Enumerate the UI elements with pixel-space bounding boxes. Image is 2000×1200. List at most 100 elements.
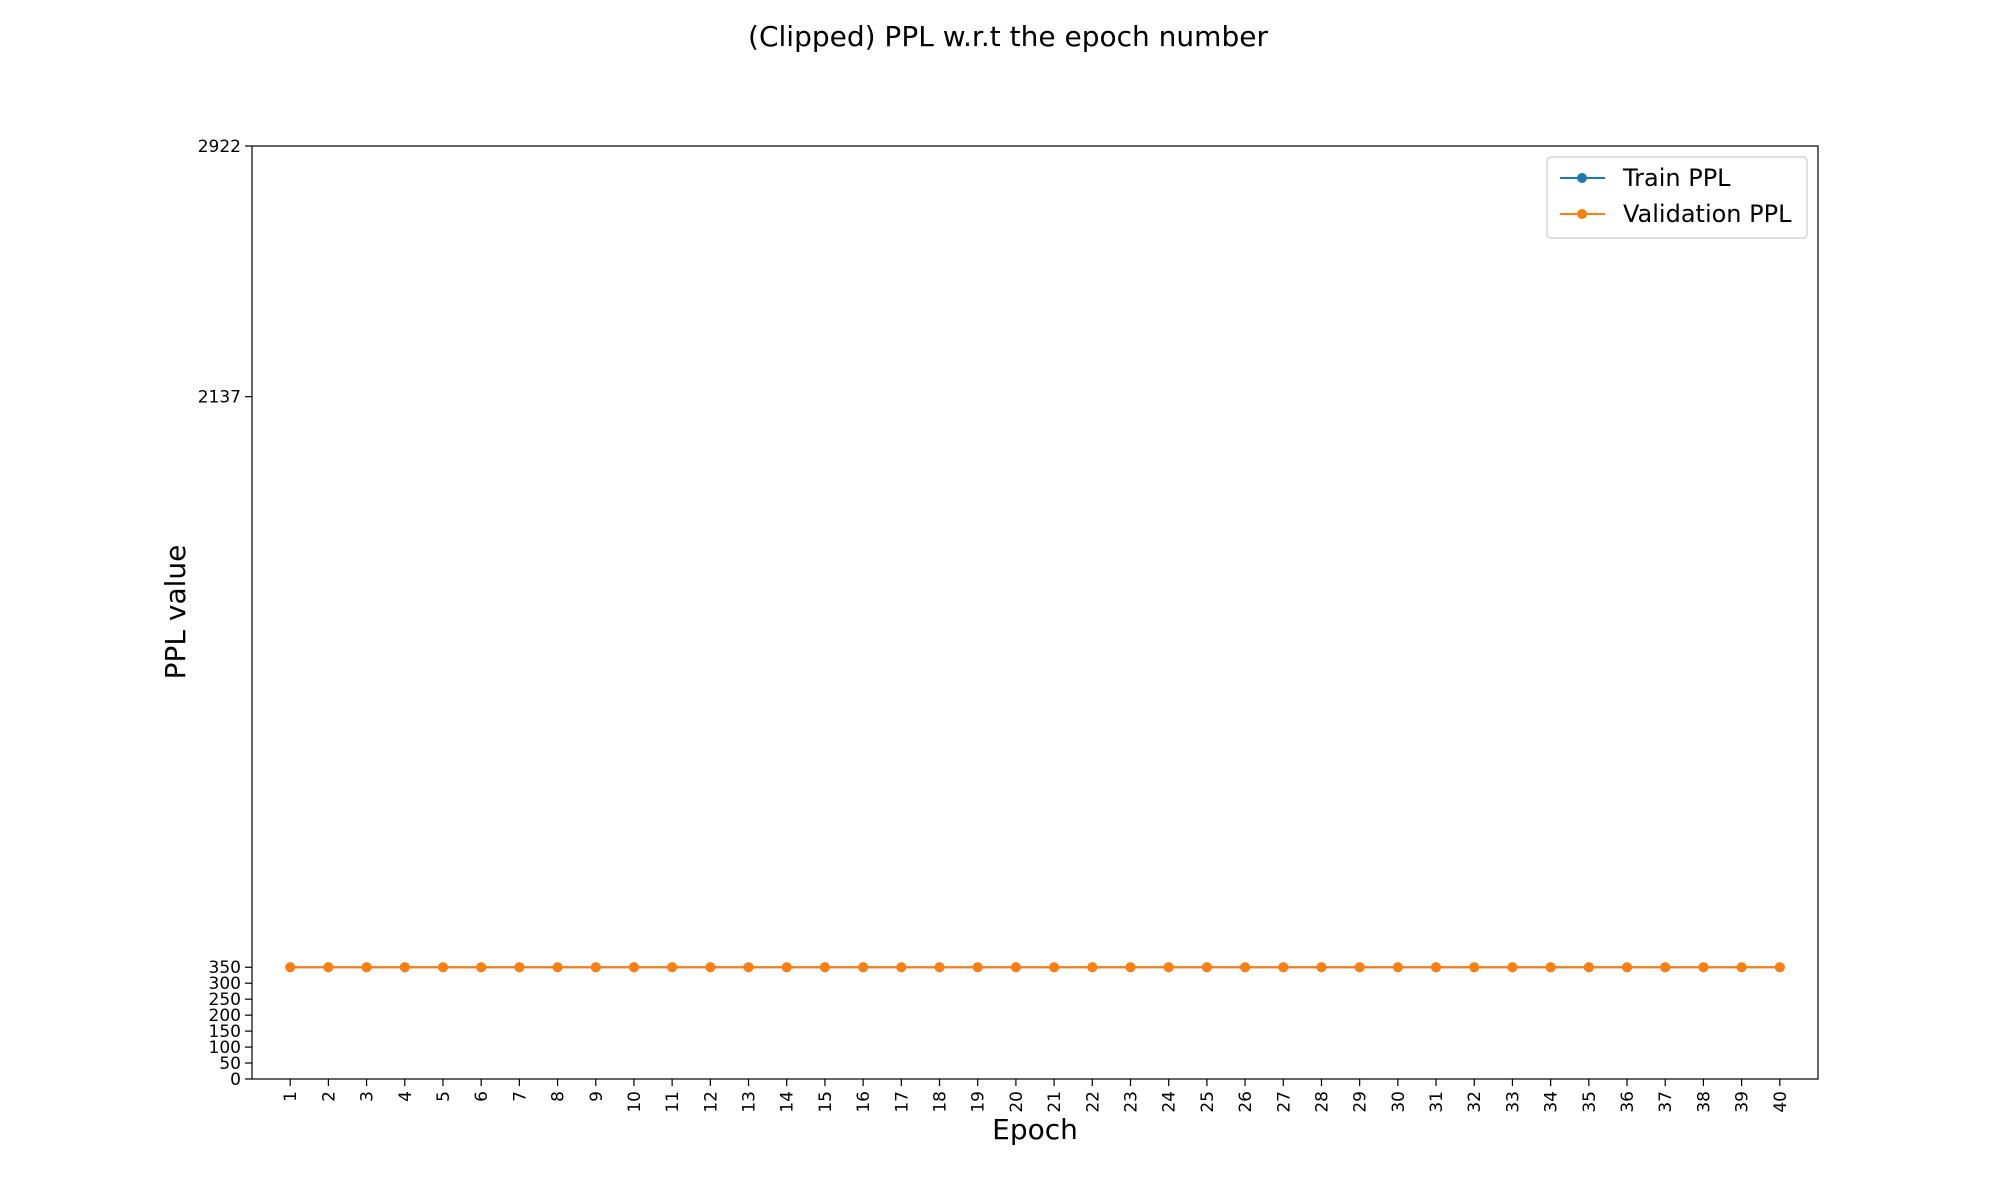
data-point (819, 962, 830, 973)
data-point (1660, 962, 1671, 973)
data-point (437, 962, 448, 973)
data-point (1087, 962, 1098, 973)
x-tick-label: 16 (854, 1091, 874, 1113)
x-tick-label: 6 (472, 1091, 492, 1102)
x-tick-label: 20 (1007, 1091, 1027, 1113)
x-tick-label: 25 (1198, 1091, 1218, 1113)
x-tick-label: 24 (1160, 1091, 1180, 1113)
data-point (1240, 962, 1251, 973)
x-tick-label: 8 (549, 1091, 569, 1102)
legend-box (1546, 156, 1808, 239)
x-tick-label: 18 (931, 1091, 951, 1113)
data-point (1201, 962, 1212, 973)
data-point (1125, 962, 1136, 973)
x-tick-label: 5 (434, 1091, 454, 1102)
x-tick-label: 17 (892, 1091, 912, 1113)
x-tick-label: 14 (778, 1091, 798, 1113)
data-point (1354, 962, 1365, 973)
x-tick-label: 34 (1542, 1091, 1562, 1113)
data-point (972, 962, 983, 973)
legend-marker (1577, 209, 1587, 219)
data-point (858, 962, 869, 973)
data-point (1622, 962, 1633, 973)
x-tick-label: 23 (1121, 1091, 1141, 1113)
data-point (514, 962, 525, 973)
data-point (476, 962, 487, 973)
legend: Train PPL Validation PPL (1546, 156, 1808, 239)
x-tick-label: 7 (510, 1091, 530, 1102)
data-point (1583, 962, 1594, 973)
x-tick-label: 11 (663, 1091, 683, 1113)
data-point (667, 962, 678, 973)
data-point (743, 962, 754, 973)
x-tick-label: 10 (625, 1091, 645, 1113)
y-tick-label: 0 (230, 1070, 241, 1090)
y-tick-label: 100 (209, 1038, 241, 1058)
x-tick-label: 9 (587, 1091, 607, 1102)
data-point (1507, 962, 1518, 973)
y-tick-label: 200 (209, 1006, 241, 1026)
x-tick-label: 15 (816, 1091, 836, 1113)
x-tick-label: 32 (1465, 1091, 1485, 1113)
x-tick-label: 31 (1427, 1091, 1447, 1113)
data-point (934, 962, 945, 973)
data-point (1049, 962, 1060, 973)
y-tick-label: 2137 (198, 388, 241, 408)
data-point (1163, 962, 1174, 973)
chart-title: (Clipped) PPL w.r.t the epoch number (748, 20, 1268, 53)
x-tick-label: 38 (1694, 1091, 1714, 1113)
data-point (590, 962, 601, 973)
x-tick-label: 3 (358, 1091, 378, 1102)
x-tick-label: 1 (281, 1091, 301, 1102)
data-point (896, 962, 907, 973)
data-point (1698, 962, 1709, 973)
data-point (1278, 962, 1289, 973)
x-tick-label: 37 (1656, 1091, 1676, 1113)
x-tick-label: 30 (1389, 1091, 1409, 1113)
x-tick-label: 13 (740, 1091, 760, 1113)
x-tick-label: 36 (1618, 1091, 1638, 1113)
data-point (1431, 962, 1442, 973)
y-tick-label: 300 (209, 974, 241, 994)
data-point (1736, 962, 1747, 973)
series-layer (285, 962, 1785, 973)
y-tick-label: 250 (209, 990, 241, 1010)
legend-label: Train PPL (1622, 164, 1731, 192)
legend-label: Validation PPL (1623, 200, 1792, 228)
data-point (1010, 962, 1021, 973)
x-tick-label: 26 (1236, 1091, 1256, 1113)
y-tick-label: 2922 (198, 137, 241, 157)
y-tick-label: 50 (219, 1054, 241, 1074)
x-tick-label: 35 (1580, 1091, 1600, 1113)
plot-area (251, 145, 1819, 1080)
data-point (781, 962, 792, 973)
x-tick-label: 22 (1083, 1091, 1103, 1113)
x-tick-label: 2 (319, 1091, 339, 1102)
x-tick-label: 28 (1312, 1091, 1332, 1113)
data-point (399, 962, 410, 973)
data-point (552, 962, 563, 973)
data-point (1316, 962, 1327, 973)
y-tick-label: 350 (209, 958, 241, 978)
x-tick-label: 40 (1771, 1091, 1791, 1113)
y-tick-label: 150 (209, 1022, 241, 1042)
data-point (285, 962, 296, 973)
data-point (323, 962, 334, 973)
series-validation-ppl (285, 962, 1785, 973)
legend-marker (1577, 173, 1587, 183)
data-point (1774, 962, 1785, 973)
x-axis: 1 2 3 4 5 6 7 8 9 10 11 12 13 14 15 16 17 18 19 20 21 22 23 24 2… (281, 1079, 1791, 1113)
x-tick-label: 4 (396, 1091, 416, 1102)
x-tick-label: 27 (1274, 1091, 1294, 1113)
data-point (1469, 962, 1480, 973)
x-tick-label: 19 (969, 1091, 989, 1113)
legend-entry: Validation PPL (1560, 200, 1792, 228)
data-point (628, 962, 639, 973)
x-axis-title: Epoch (992, 1113, 1078, 1146)
y-axis-title: PPL value (159, 545, 192, 680)
x-tick-label: 33 (1503, 1091, 1523, 1113)
data-point (1392, 962, 1403, 973)
